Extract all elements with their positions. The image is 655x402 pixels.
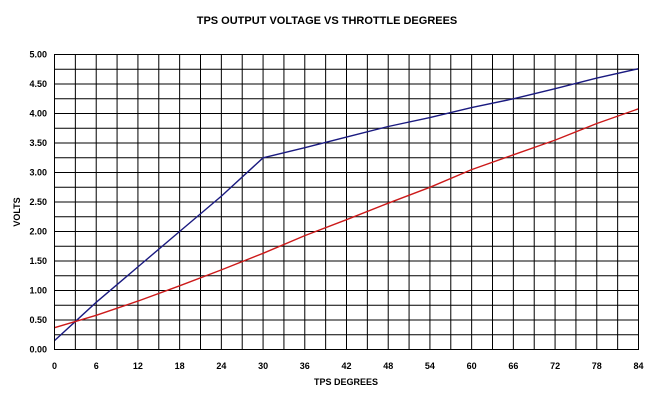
x-tick-label: 66 (508, 361, 518, 371)
y-tick-label: 1.00 (29, 286, 47, 296)
series-line-red (54, 108, 639, 329)
series-layer (54, 68, 639, 342)
x-tick-label: 54 (425, 361, 435, 371)
chart-title: TPS OUTPUT VOLTAGE VS THROTTLE DEGREES (197, 15, 458, 27)
x-axis-ticks: 0 6 12 18 24 30 36 42 48 54 60 66 72 78 84 (52, 361, 644, 371)
y-tick-label: 3.50 (29, 138, 47, 148)
series-line-blue (54, 68, 639, 342)
y-tick-label: 4.50 (29, 79, 47, 89)
x-axis-label: TPS DEGREES (314, 377, 378, 387)
x-tick-label: 36 (300, 361, 310, 371)
x-tick-label: 48 (383, 361, 393, 371)
x-tick-label: 42 (341, 361, 351, 371)
y-tick-label: 4.00 (29, 109, 47, 119)
y-tick-label: 2.00 (29, 227, 47, 237)
x-tick-label: 78 (592, 361, 602, 371)
y-axis-label: VOLTS (12, 197, 22, 226)
x-tick-label: 0 (52, 361, 57, 371)
y-axis-ticks: 0.00 0.50 1.00 1.50 2.00 2.50 3.00 3.50 4.00 4.50… (29, 50, 47, 355)
x-tick-label: 12 (133, 361, 143, 371)
x-tick-label: 72 (550, 361, 560, 371)
x-tick-label: 24 (216, 361, 226, 371)
x-tick-label: 60 (467, 361, 477, 371)
x-tick-label: 6 (94, 361, 99, 371)
y-tick-label: 1.50 (29, 256, 47, 266)
x-tick-label: 30 (258, 361, 268, 371)
plot-frame (54, 54, 639, 350)
x-tick-label: 18 (175, 361, 185, 371)
x-tick-label: 84 (633, 361, 643, 371)
y-tick-label: 0.50 (29, 315, 47, 325)
y-tick-label: 2.50 (29, 197, 47, 207)
y-tick-label: 5.00 (29, 50, 47, 60)
y-tick-label: 0.00 (29, 345, 47, 355)
grid (54, 54, 639, 350)
y-tick-label: 3.00 (29, 168, 47, 178)
